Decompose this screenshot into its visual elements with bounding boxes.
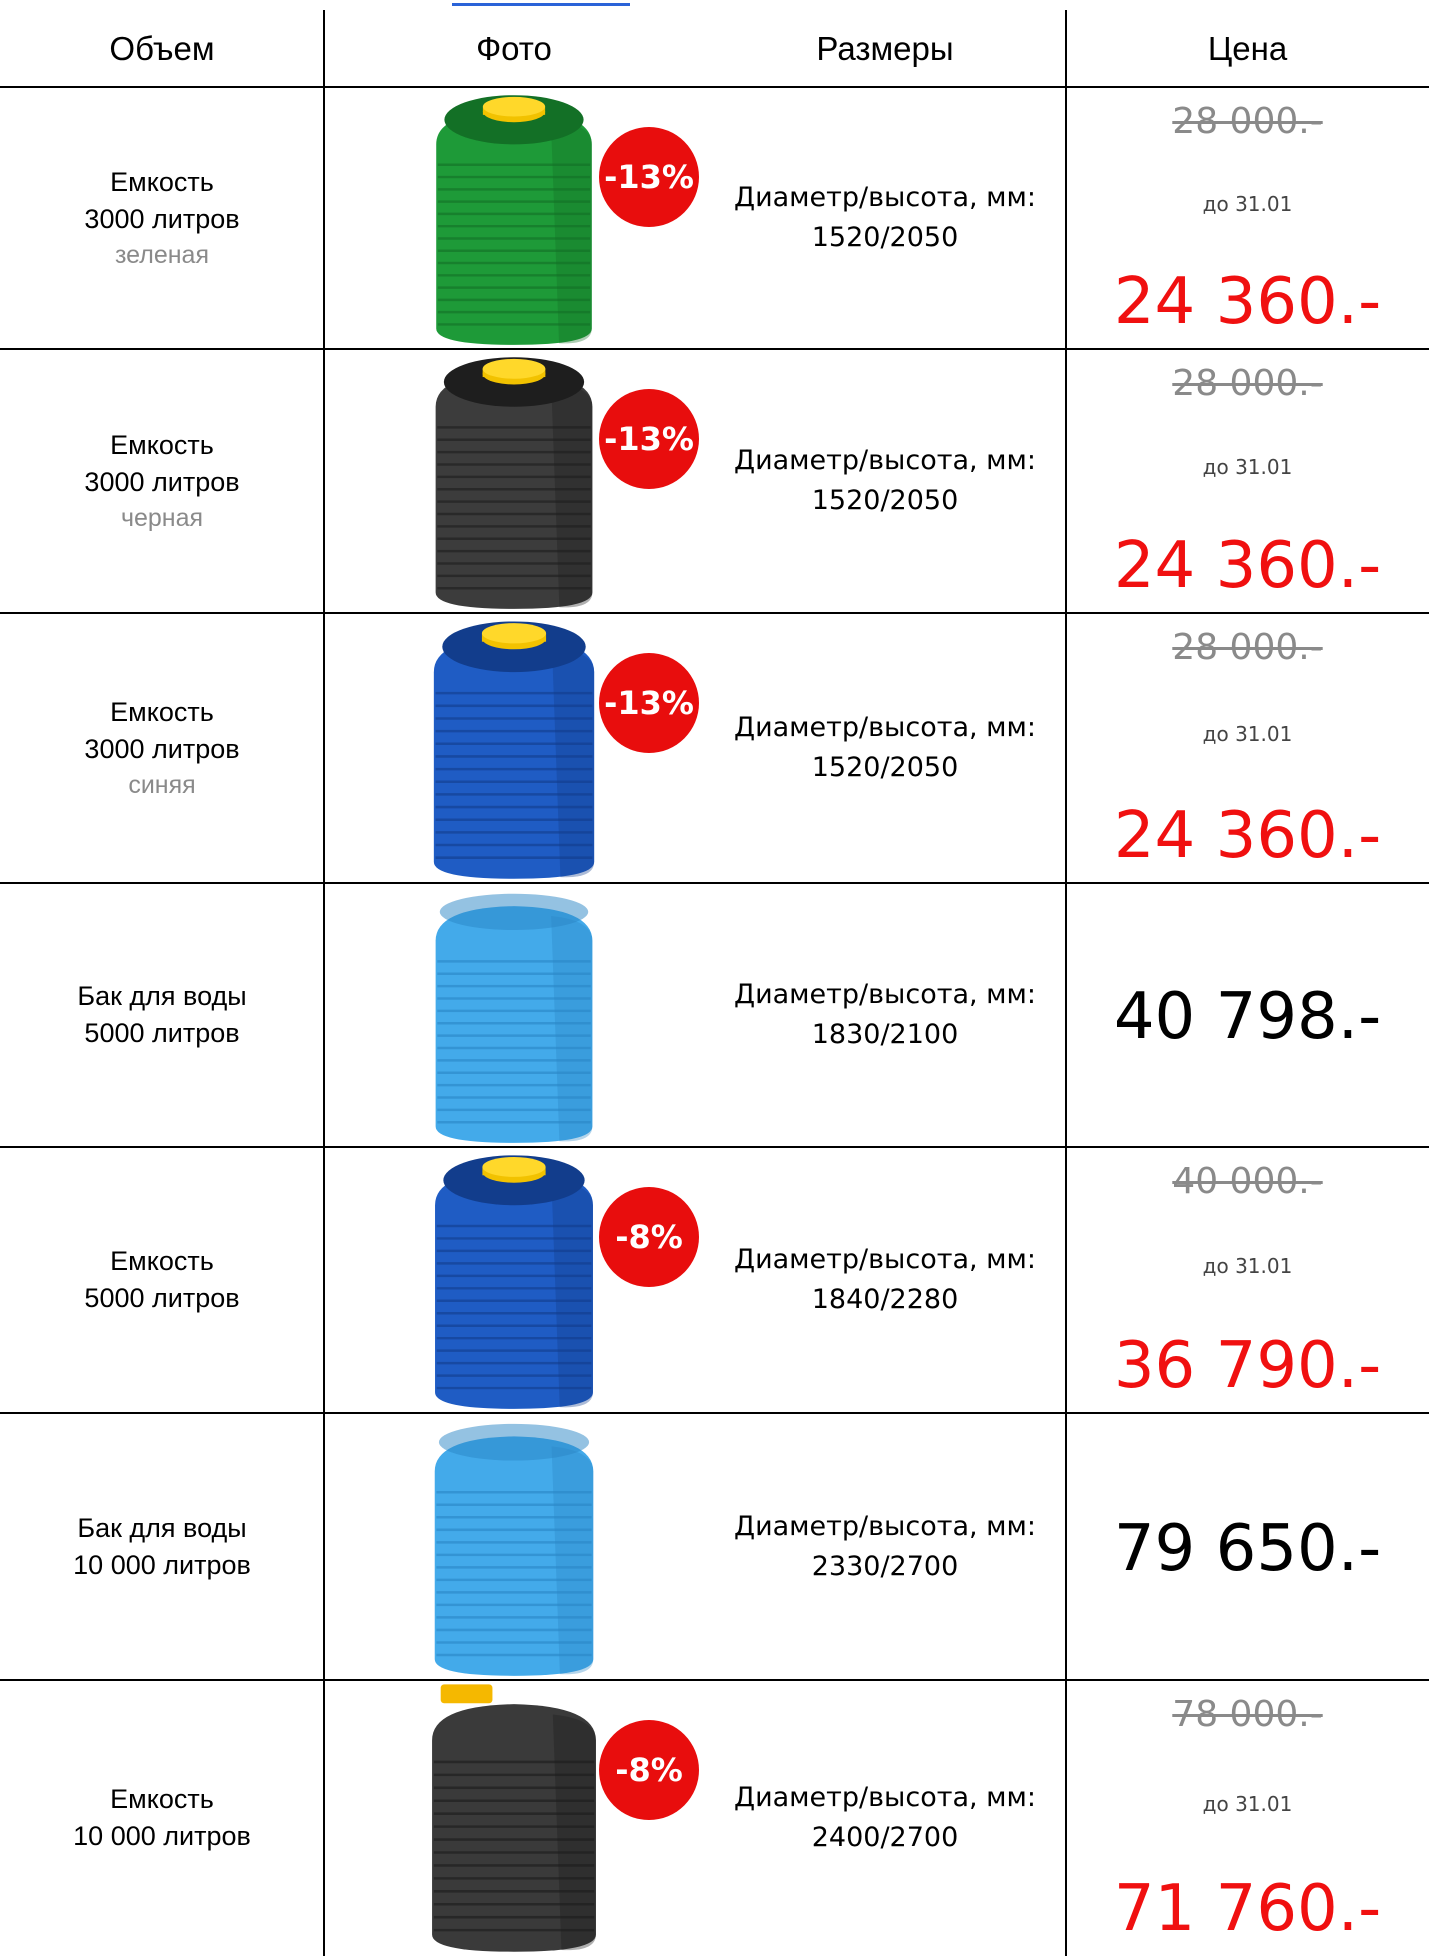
product-color: синяя: [128, 768, 195, 803]
price: 24 360.-: [1114, 265, 1381, 339]
discount-badge: -8%: [599, 1187, 699, 1287]
price: 24 360.-: [1114, 529, 1381, 603]
product-name: 10 000 литров: [73, 1818, 251, 1855]
size-label: Диаметр/высота, мм:: [734, 441, 1036, 481]
product-name: 10 000 литров: [73, 1547, 251, 1584]
promo-until: до 31.01: [1203, 1254, 1293, 1278]
size-cell: Диаметр/высота, мм:2400/2700: [704, 1680, 1066, 1956]
size-cell: Диаметр/высота, мм:1520/2050: [704, 349, 1066, 613]
price: 79 650.-: [1114, 1512, 1381, 1586]
tank-image: [409, 613, 619, 883]
size-cell: Диаметр/высота, мм:1520/2050: [704, 613, 1066, 883]
old-price: 28 000.-: [1172, 627, 1322, 668]
photo-cell: [324, 1413, 704, 1680]
promo-until: до 31.01: [1203, 1792, 1293, 1816]
size-cell: Диаметр/высота, мм:1840/2280: [704, 1147, 1066, 1413]
product-color: зеленая: [115, 238, 209, 273]
price: 24 360.-: [1114, 799, 1381, 873]
price-cell: 40 000.- до 31.01 36 790.-: [1066, 1147, 1429, 1413]
size-label: Диаметр/высота, мм:: [734, 708, 1036, 748]
tank-image: [409, 1680, 619, 1956]
size-label: Диаметр/высота, мм:: [734, 178, 1036, 218]
price-cell: 28 000.- до 31.01 24 360.-: [1066, 613, 1429, 883]
old-price: 28 000.-: [1172, 363, 1322, 404]
tank-image: [409, 87, 619, 349]
size-value: 1840/2280: [812, 1280, 959, 1320]
product-name: Бак для воды: [77, 1510, 246, 1547]
tank-image: [409, 1147, 619, 1413]
header-cell: Размеры: [704, 10, 1066, 87]
product-name: Емкость: [110, 694, 214, 731]
product-name: Емкость: [110, 1781, 214, 1818]
product-name: Емкость: [110, 427, 214, 464]
size-value: 2400/2700: [812, 1818, 959, 1858]
price-table: Объем Фото Размеры Цена Емкость3000 литр…: [0, 0, 1429, 1956]
price-cell: 28 000.- до 31.01 24 360.-: [1066, 349, 1429, 613]
old-price: 40 000.-: [1172, 1161, 1322, 1202]
product-color: черная: [121, 501, 203, 536]
price-cell: 28 000.- до 31.01 24 360.-: [1066, 87, 1429, 349]
size-label: Диаметр/высота, мм:: [734, 1507, 1036, 1547]
price: 71 760.-: [1114, 1872, 1381, 1946]
size-label: Диаметр/высота, мм:: [734, 975, 1036, 1015]
discount-badge: -13%: [599, 389, 699, 489]
size-value: 1520/2050: [812, 748, 959, 788]
product-name: 3000 литров: [84, 731, 239, 768]
product-name: 3000 литров: [84, 464, 239, 501]
size-cell: Диаметр/высота, мм:1520/2050: [704, 87, 1066, 349]
product-name: Бак для воды: [77, 978, 246, 1015]
tank-image: [409, 349, 619, 613]
product-name: 3000 литров: [84, 201, 239, 238]
old-price: 78 000.-: [1172, 1694, 1322, 1735]
price-cell: 79 650.-: [1066, 1413, 1429, 1680]
header-cell: Фото: [324, 10, 704, 87]
discount-badge: -13%: [599, 653, 699, 753]
promo-until: до 31.01: [1203, 722, 1293, 746]
size-value: 1520/2050: [812, 218, 959, 258]
tank-image: [409, 883, 619, 1147]
size-cell: Диаметр/высота, мм:1830/2100: [704, 883, 1066, 1147]
price-cell: 40 798.-: [1066, 883, 1429, 1147]
size-label: Диаметр/высота, мм:: [734, 1778, 1036, 1818]
product-name: 5000 литров: [84, 1015, 239, 1052]
size-value: 2330/2700: [812, 1547, 959, 1587]
product-name: 5000 литров: [84, 1280, 239, 1317]
old-price: 28 000.-: [1172, 101, 1322, 142]
price-cell: 78 000.- до 31.01 71 760.-: [1066, 1680, 1429, 1956]
tank-image: [409, 1413, 619, 1680]
product-name: Емкость: [110, 164, 214, 201]
price: 36 790.-: [1114, 1329, 1381, 1403]
promo-until: до 31.01: [1203, 455, 1293, 479]
name-cell: Емкость3000 литровзеленая: [0, 87, 324, 349]
photo-cell: [324, 883, 704, 1147]
size-value: 1830/2100: [812, 1015, 959, 1055]
promo-until: до 31.01: [1203, 192, 1293, 216]
header-cell: Цена: [1066, 10, 1429, 87]
product-name: Емкость: [110, 1243, 214, 1280]
price: 40 798.-: [1114, 980, 1381, 1054]
link-underline: [452, 3, 630, 6]
discount-badge: -13%: [599, 127, 699, 227]
size-value: 1520/2050: [812, 481, 959, 521]
header-cell: Объем: [0, 10, 324, 87]
discount-badge: -8%: [599, 1720, 699, 1820]
size-cell: Диаметр/высота, мм:2330/2700: [704, 1413, 1066, 1680]
size-label: Диаметр/высота, мм:: [734, 1240, 1036, 1280]
